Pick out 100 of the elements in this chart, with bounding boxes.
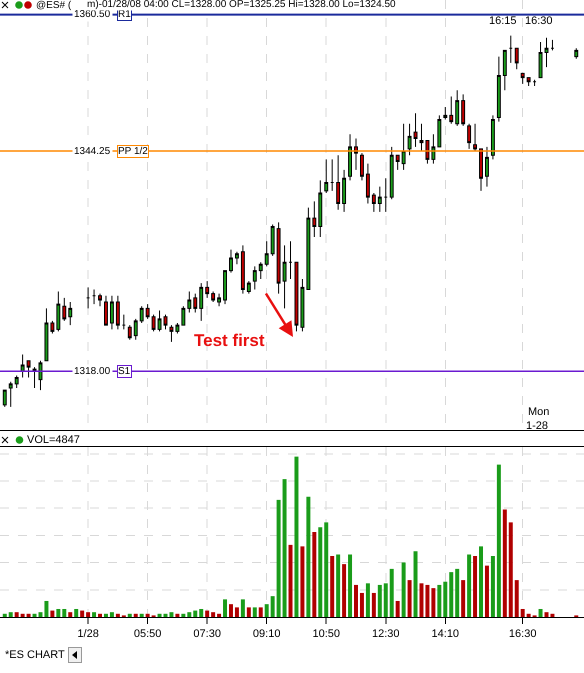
chart-subtitle: m)-01/28/08 04:00 CL=1328.00 OP=1325.25 Hi=1328.00 Lo=1324.50 — [87, 0, 396, 10]
x-tick-label: 1/28 — [77, 628, 99, 640]
candlestick — [134, 318, 138, 340]
candlestick — [467, 123, 472, 150]
candlestick — [217, 293, 222, 307]
x-tick-label: 10:50 — [312, 628, 340, 640]
bar — [252, 607, 257, 617]
bar — [264, 604, 269, 617]
bar — [354, 584, 358, 617]
ref-line-label: PP 1/2 — [118, 146, 148, 157]
bar — [496, 464, 501, 617]
candlestick — [449, 96, 454, 124]
candlestick — [2, 390, 7, 408]
annotation: Test first — [194, 331, 265, 350]
bar — [336, 554, 340, 617]
bar — [419, 583, 424, 617]
candlestick — [164, 314, 168, 330]
candlestick — [50, 320, 54, 334]
candlestick — [414, 112, 418, 148]
candlestick — [44, 308, 48, 362]
bar — [110, 612, 114, 617]
bar — [181, 614, 186, 617]
y-tick-label: 1344.25 — [74, 146, 111, 157]
candlestick — [508, 35, 513, 64]
bar — [294, 456, 298, 617]
candlestick — [431, 134, 436, 164]
candlestick — [420, 123, 424, 152]
candlestick — [330, 158, 334, 192]
bar — [396, 600, 400, 617]
bar — [116, 614, 120, 617]
candlestick — [306, 207, 310, 290]
candlestick — [175, 322, 180, 334]
candlestick — [396, 154, 400, 170]
x-tick-label: 16:30 — [508, 628, 536, 640]
bar — [502, 510, 507, 617]
bar — [56, 608, 60, 617]
candlestick — [437, 114, 442, 148]
bar — [98, 614, 102, 617]
bar — [378, 584, 382, 617]
candlestick — [240, 244, 245, 294]
bar — [44, 600, 48, 617]
candlestick — [56, 291, 60, 332]
candlestick — [20, 354, 25, 378]
bar — [104, 614, 108, 617]
candlestick — [86, 286, 90, 309]
bar — [414, 551, 418, 617]
x-tick-label: 07:30 — [193, 628, 221, 640]
bar — [372, 592, 376, 617]
candlestick — [574, 48, 578, 60]
candlestick — [128, 324, 132, 340]
bar — [205, 610, 210, 617]
bar — [467, 554, 472, 617]
bar — [538, 608, 543, 617]
bar — [92, 612, 96, 617]
candlestick — [550, 39, 554, 51]
candlestick — [187, 291, 192, 314]
bar — [408, 580, 412, 617]
x-tick-label: 14:10 — [432, 628, 460, 640]
candlestick — [181, 306, 186, 326]
bar — [217, 614, 222, 617]
candlestick — [252, 266, 257, 290]
candlestick — [276, 222, 281, 294]
candlestick — [443, 106, 448, 120]
bar — [86, 612, 90, 617]
bar — [128, 614, 132, 617]
bar — [164, 614, 168, 617]
candlestick — [193, 293, 198, 314]
candlestick — [372, 192, 376, 212]
bar — [473, 556, 478, 617]
candlestick — [532, 79, 537, 86]
candlestick — [234, 251, 239, 265]
candlestick — [425, 140, 430, 164]
candlestick — [538, 41, 542, 78]
candlestick — [312, 200, 316, 238]
bar — [461, 580, 466, 617]
bar — [38, 612, 42, 617]
bar — [520, 608, 525, 617]
candlestick — [8, 381, 13, 408]
bar — [437, 584, 442, 617]
bar — [32, 614, 37, 617]
candlestick — [14, 374, 19, 389]
ref-line-label: S1 — [118, 366, 131, 377]
candlestick — [544, 37, 548, 68]
candlestick — [384, 178, 388, 212]
annotation: Mon — [528, 406, 550, 418]
candlestick — [366, 163, 370, 204]
bar — [544, 612, 548, 617]
bar — [300, 546, 304, 617]
bar — [330, 556, 334, 617]
candlestick — [514, 48, 519, 70]
candlestick — [354, 138, 358, 170]
bar — [240, 599, 245, 617]
bar — [443, 582, 448, 617]
candlestick — [496, 56, 501, 122]
candlestick — [246, 280, 251, 294]
chart-title: VOL=4847 — [27, 434, 80, 446]
bar — [342, 564, 346, 617]
text: *ES CHART — [5, 649, 65, 661]
candlestick — [479, 148, 483, 192]
annotation: 1-28 — [526, 420, 548, 432]
